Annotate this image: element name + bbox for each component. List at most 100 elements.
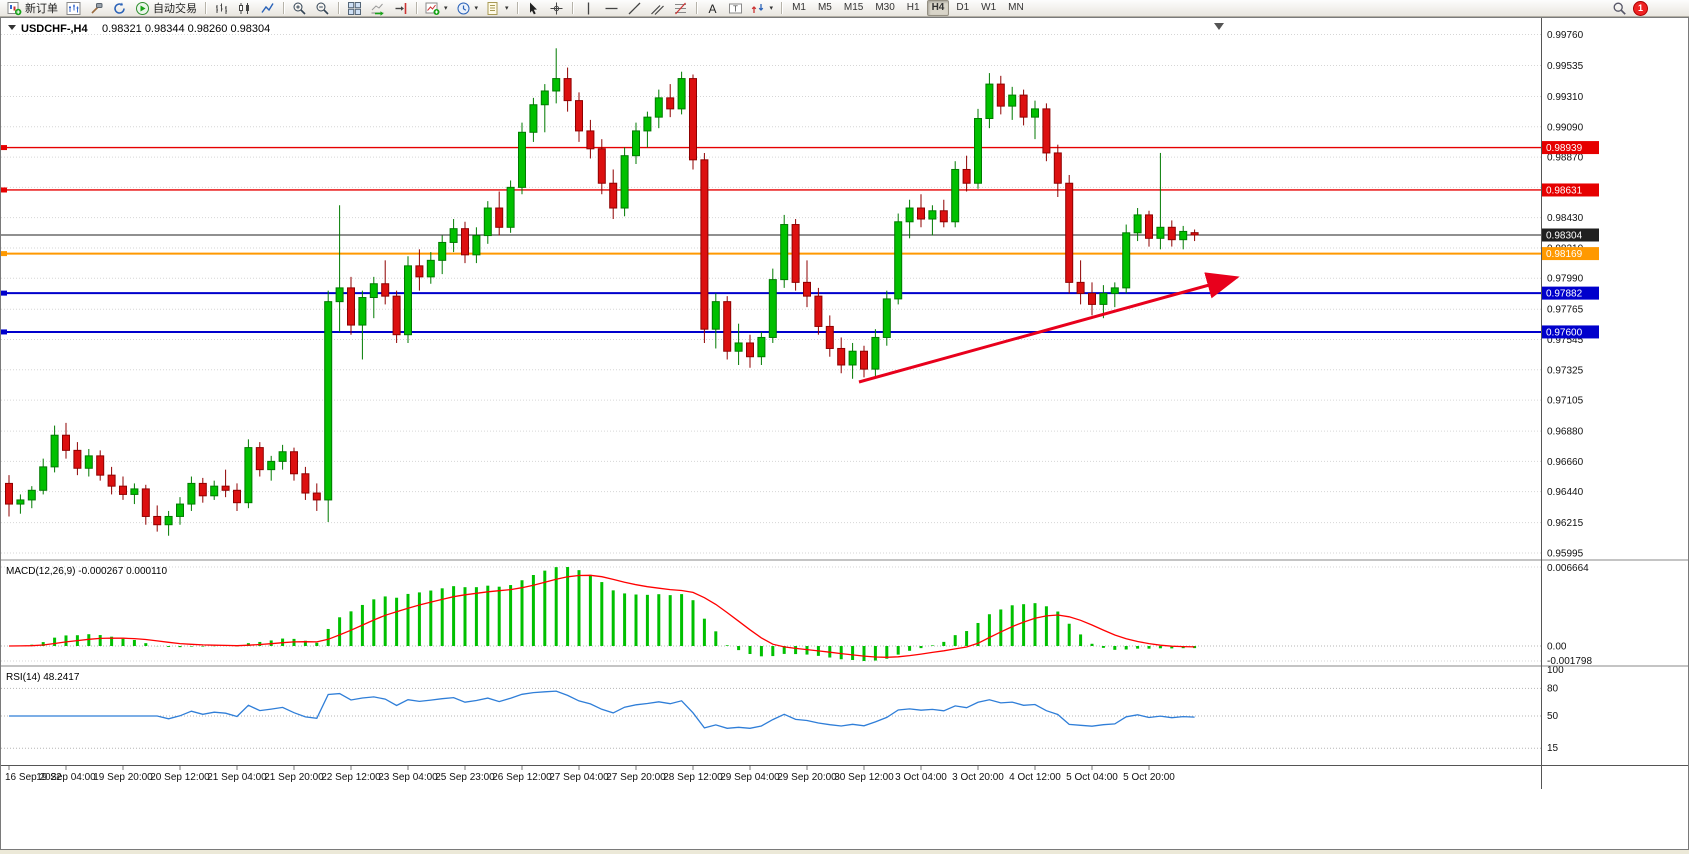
candle xyxy=(529,97,538,142)
candle xyxy=(290,447,298,481)
periods-button[interactable]: ▾ xyxy=(452,0,483,17)
candlestick-chart-button[interactable] xyxy=(233,0,256,17)
candle xyxy=(917,194,925,228)
objects-button[interactable] xyxy=(85,0,108,17)
candle xyxy=(301,466,310,500)
text-label-tool-button[interactable]: T xyxy=(724,0,747,17)
svg-text:0.98870: 0.98870 xyxy=(1547,153,1584,164)
candle xyxy=(255,442,264,477)
dropdown-caret: ▾ xyxy=(474,5,479,12)
candle xyxy=(347,276,355,335)
candle xyxy=(1156,152,1165,250)
candle xyxy=(244,439,253,509)
candle xyxy=(1145,210,1153,247)
chart-window[interactable]: 0.006664 0.00 -0.001798 100 80 50 15 0.99760 0… xyxy=(0,17,1689,850)
svg-text:5 Oct 20:00: 5 Oct 20:00 xyxy=(1123,772,1175,783)
magnifier-icon[interactable] xyxy=(1612,1,1627,16)
price-badges: 0.98939 0.98631 0.98169 0.97882 0.97600 0.983… xyxy=(1542,141,1599,339)
toolbar-separator xyxy=(205,2,206,14)
trendline-tool-button[interactable] xyxy=(623,0,646,17)
candle xyxy=(597,139,606,195)
refresh-button[interactable] xyxy=(108,0,131,17)
chart-shift-button[interactable] xyxy=(389,0,412,17)
zoom-in-button[interactable] xyxy=(288,0,311,17)
rsi-indicator: 100 80 50 15 xyxy=(1,665,1564,754)
candle xyxy=(62,422,70,459)
candle xyxy=(791,219,800,291)
arrows-tool-button[interactable]: ▾ xyxy=(747,0,778,17)
svg-text:0.97882: 0.97882 xyxy=(1546,289,1583,300)
candle xyxy=(1099,285,1108,319)
timeframe-m30[interactable]: M30 xyxy=(875,2,895,13)
chart-canvas[interactable]: 0.006664 0.00 -0.001798 100 80 50 15 0.99760 0… xyxy=(1,18,1688,849)
hline-0.98939[interactable] xyxy=(1,145,1541,151)
svg-text:0.97765: 0.97765 xyxy=(1547,305,1584,316)
vertical-line-icon xyxy=(581,1,596,16)
notification-badge[interactable]: 1 xyxy=(1633,0,1648,16)
indicators-button[interactable]: ▾ xyxy=(421,0,452,17)
fibonacci-tool-button[interactable] xyxy=(669,0,692,17)
svg-text:0.96660: 0.96660 xyxy=(1547,457,1584,468)
timeframe-w1[interactable]: W1 xyxy=(981,2,997,13)
channel-tool-button[interactable] xyxy=(646,0,669,17)
svg-text:27 Sep 04:00: 27 Sep 04:00 xyxy=(549,772,609,783)
crosshair-tool-button[interactable] xyxy=(545,0,568,17)
candle xyxy=(552,48,561,104)
timeframe-mn[interactable]: MN xyxy=(1008,2,1024,13)
timeframe-h1[interactable]: H1 xyxy=(906,2,920,13)
zoom-out-button[interactable] xyxy=(311,0,334,17)
timeframe-m1[interactable]: M1 xyxy=(792,2,806,13)
chart-shift-marker[interactable] xyxy=(1214,23,1224,30)
new-order-button[interactable]: 新订单 xyxy=(3,0,62,17)
candle xyxy=(757,331,766,365)
svg-text:0.97105: 0.97105 xyxy=(1547,396,1584,407)
svg-text:0.99090: 0.99090 xyxy=(1547,122,1584,133)
text-label-icon: T xyxy=(728,1,743,16)
trend-arrow-object[interactable] xyxy=(858,272,1240,384)
hline-0.98169[interactable] xyxy=(1,251,1541,257)
svg-text:5 Oct 04:00: 5 Oct 04:00 xyxy=(1066,772,1118,783)
candle xyxy=(1110,282,1119,308)
templates-button[interactable]: ▾ xyxy=(482,0,513,17)
timeframe-m15[interactable]: M15 xyxy=(843,2,864,13)
candle xyxy=(1122,224,1131,294)
auto-scroll-icon xyxy=(370,1,385,16)
horizontal-line-icon xyxy=(604,1,619,16)
tile-windows-button[interactable] xyxy=(343,0,366,17)
hline-0.98631[interactable] xyxy=(1,187,1541,193)
text-tool-button[interactable]: A xyxy=(701,0,724,17)
timeframe-m5[interactable]: M5 xyxy=(817,2,832,13)
candle xyxy=(324,290,333,522)
candle xyxy=(27,486,36,509)
svg-text:23 Sep 04:00: 23 Sep 04:00 xyxy=(378,772,438,783)
candle xyxy=(198,477,207,503)
candle xyxy=(575,92,583,142)
chart-menu-marker-icon[interactable] xyxy=(8,25,16,30)
candle xyxy=(871,329,880,377)
svg-text:25 Sep 23:00: 25 Sep 23:00 xyxy=(435,772,495,783)
svg-text:0.96440: 0.96440 xyxy=(1547,487,1584,498)
candle xyxy=(518,122,526,195)
candle xyxy=(780,214,789,288)
candle xyxy=(837,337,846,374)
vertical-line-tool-button[interactable] xyxy=(577,0,600,17)
candle xyxy=(666,84,675,118)
cursor-tool-button[interactable] xyxy=(522,0,545,17)
timeframe-d1[interactable]: D1 xyxy=(956,2,970,13)
dropdown-caret: ▾ xyxy=(769,5,774,12)
chart-window-button[interactable] xyxy=(62,0,85,17)
candle xyxy=(438,235,447,275)
candle xyxy=(358,290,367,360)
line-chart-button[interactable] xyxy=(256,0,279,17)
bar-chart-button[interactable] xyxy=(210,0,233,17)
candle xyxy=(711,293,720,349)
candle xyxy=(5,475,13,517)
auto-scroll-button[interactable] xyxy=(366,0,389,17)
candle xyxy=(39,458,48,495)
candle xyxy=(233,483,241,511)
chart-ohlc-values: 0.98321 0.98344 0.98260 0.98304 xyxy=(102,23,270,35)
horizontal-line-tool-button[interactable] xyxy=(600,0,623,17)
timeframe-h4[interactable]: H4 xyxy=(926,0,950,16)
autotrading-button[interactable]: 自动交易 xyxy=(131,0,201,17)
